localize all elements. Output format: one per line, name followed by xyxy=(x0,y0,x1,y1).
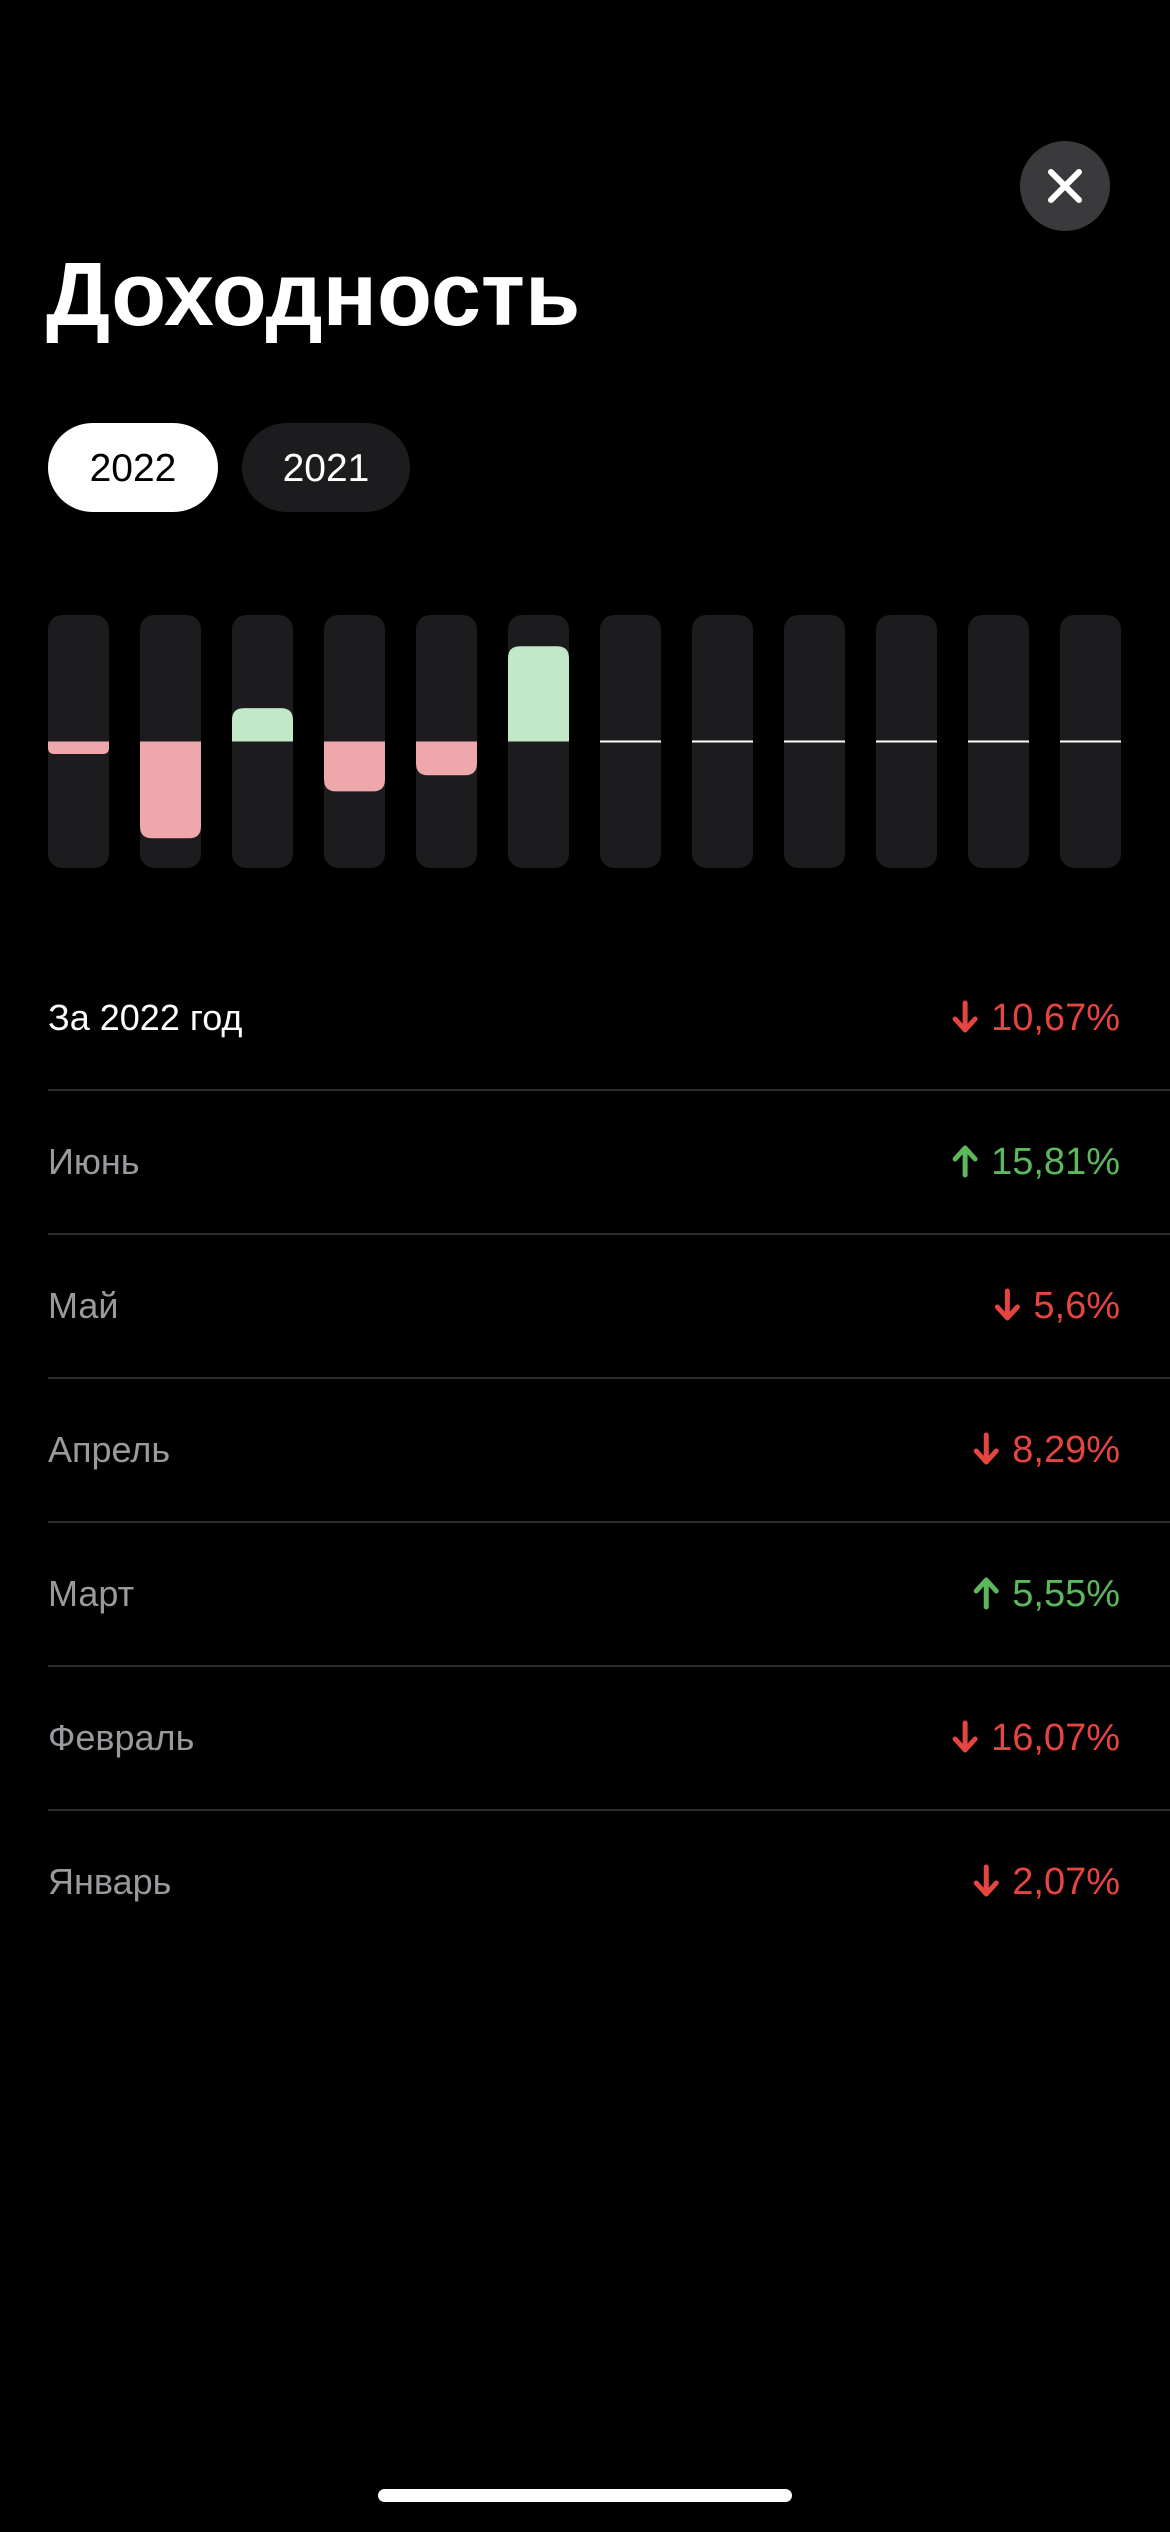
year-tab-label[interactable]: 2022 xyxy=(90,447,177,490)
row-value: 5,55% xyxy=(1012,1573,1120,1615)
row-value: 16,07% xyxy=(991,1717,1120,1759)
bar xyxy=(416,741,477,776)
title: Доходность xyxy=(46,245,580,345)
arrow-up xyxy=(952,1145,978,1178)
arrow-down xyxy=(973,1864,999,1897)
close-button[interactable] xyxy=(1020,141,1110,231)
year-tab-label[interactable]: 2021 xyxy=(283,447,370,490)
arrow-down xyxy=(994,1288,1020,1321)
home-indicator xyxy=(378,2489,792,2502)
bar xyxy=(508,646,569,742)
row-label: Февраль xyxy=(48,1717,194,1758)
row-label: Май xyxy=(48,1285,119,1326)
year-tab[interactable] xyxy=(48,423,218,512)
row-value: 10,67% xyxy=(991,997,1120,1039)
row-label: Январь xyxy=(48,1861,171,1902)
bar xyxy=(232,708,293,742)
arrow-up xyxy=(973,1577,999,1610)
bar xyxy=(324,741,385,792)
row-value: 8,29% xyxy=(1012,1429,1120,1471)
arrow-down xyxy=(952,1000,978,1033)
arrow-down xyxy=(973,1432,999,1465)
row-value: 2,07% xyxy=(1012,1861,1120,1903)
close-icon[interactable] xyxy=(1048,169,1082,203)
row-label: Апрель xyxy=(48,1429,170,1470)
arrow-down xyxy=(952,1720,978,1753)
row-value: 5,6% xyxy=(1033,1285,1120,1327)
row-label: Июнь xyxy=(48,1141,140,1182)
bar xyxy=(140,741,201,839)
year-tab[interactable] xyxy=(242,423,410,512)
row-value: 15,81% xyxy=(991,1141,1120,1183)
row-label: За 2022 год xyxy=(48,997,242,1038)
bar xyxy=(48,741,109,754)
row-label: Март xyxy=(48,1573,134,1614)
